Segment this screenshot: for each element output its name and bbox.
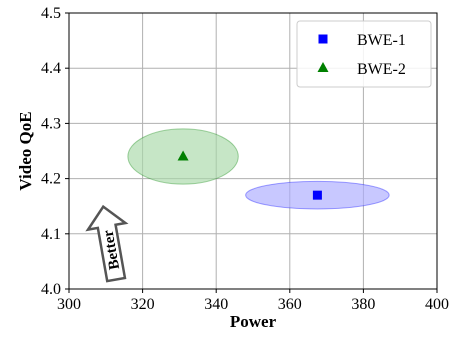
data-point-bwe-1 (312, 190, 322, 200)
x-tick-label: 340 (204, 296, 228, 313)
better-arrow-label: Better (100, 228, 123, 270)
legend-label-bwe-1: BWE-1 (357, 32, 406, 49)
plot-frame (68, 12, 438, 290)
annotations: Better (85, 204, 129, 283)
x-tick-label: 300 (57, 296, 81, 313)
x-tick-label: 360 (278, 296, 302, 313)
data-markers (177, 150, 322, 200)
legend-marker-bwe-1 (318, 34, 328, 44)
y-axis-label: Video QoE (16, 111, 35, 190)
legend: BWE-1 BWE-2 (296, 20, 432, 88)
y-tick-label: 4.0 (41, 281, 61, 298)
x-tick-label: 320 (131, 296, 155, 313)
legend-label-bwe-2: BWE-2 (357, 61, 406, 78)
x-axis-label: Power (230, 312, 277, 331)
y-tick-label: 4.3 (41, 115, 61, 132)
y-tick-label: 4.5 (41, 5, 61, 22)
legend-marker-bwe-2 (317, 62, 329, 72)
y-tick-label: 4.4 (41, 60, 61, 77)
ticks: 300 320 340 360 380 400 4.0 4.1 4.2 4.3 4.4 4.5 (41, 5, 449, 313)
x-tick-label: 380 (351, 296, 375, 313)
legend-box (296, 20, 432, 88)
y-tick-label: 4.2 (41, 171, 61, 188)
y-tick-label: 4.1 (41, 226, 61, 243)
data-point-bwe-2 (177, 150, 189, 161)
x-tick-label: 400 (425, 296, 449, 313)
better-arrow-shape (85, 204, 129, 283)
better-arrow: Better (85, 204, 129, 283)
